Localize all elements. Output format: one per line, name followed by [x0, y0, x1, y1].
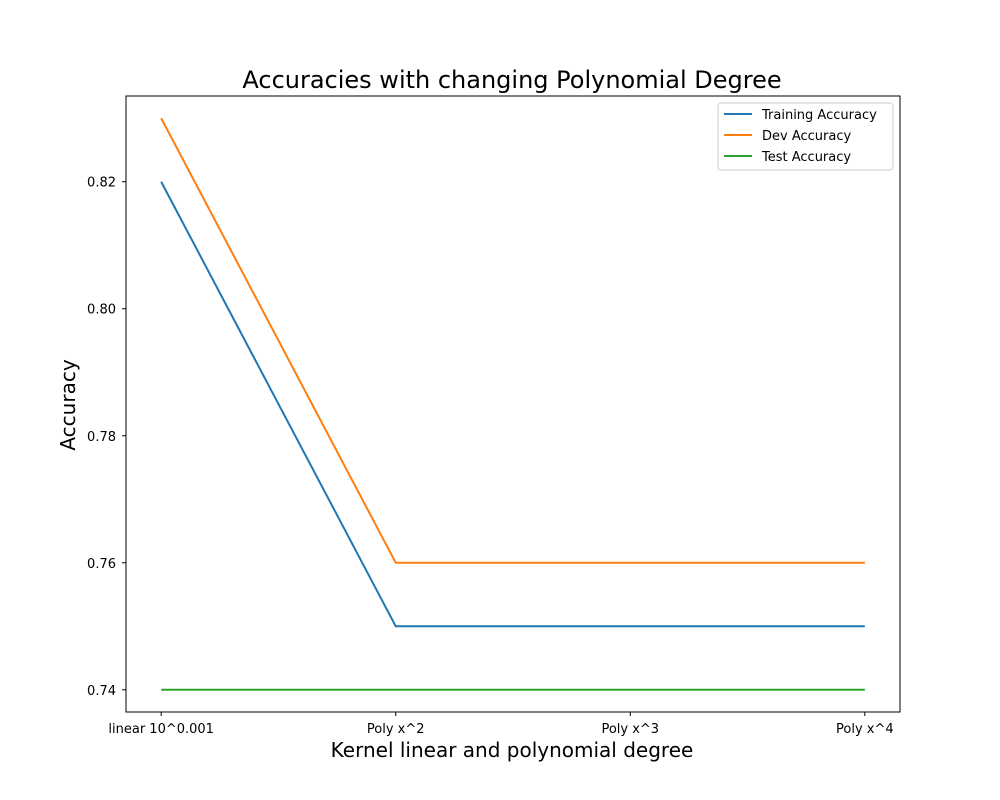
legend-box: [717, 102, 894, 171]
y-tick-label: 0.74: [87, 684, 116, 699]
series-line-1: [160, 117, 865, 564]
y-tick-label: 0.80: [87, 303, 116, 318]
y-axis-label: Accuracy: [56, 359, 80, 450]
x-axis: linear 10^0.001 Poly x^2 Poly x^3 Poly x^4: [108, 712, 894, 737]
legend-entry-label: Training Accuracy: [761, 108, 877, 123]
x-tick-label: Poly x^2: [367, 722, 425, 737]
x-tick-label: linear 10^0.001: [108, 722, 214, 737]
legend-entry-label: Test Accuracy: [761, 150, 851, 165]
legend: Training Accuracy Dev Accuracy Test Accura…: [717, 102, 894, 171]
plot-area: [125, 95, 901, 713]
legend-entry-label: Dev Accuracy: [762, 129, 851, 144]
y-axis: 0.74 0.76 0.78 0.80 0.82: [87, 176, 126, 699]
y-tick-label: 0.78: [87, 430, 116, 445]
series-lines: [160, 117, 865, 691]
plot-frame: [125, 95, 901, 713]
x-tick-label: Poly x^4: [836, 722, 894, 737]
series-line-0: [160, 181, 865, 628]
x-axis-label: Kernel linear and polynomial degree: [331, 738, 694, 762]
x-tick-label: Poly x^3: [601, 722, 659, 737]
y-tick-label: 0.82: [87, 176, 116, 191]
y-tick-label: 0.76: [87, 557, 116, 572]
chart-title: Accuracies with changing Polynomial Degr…: [242, 66, 781, 94]
